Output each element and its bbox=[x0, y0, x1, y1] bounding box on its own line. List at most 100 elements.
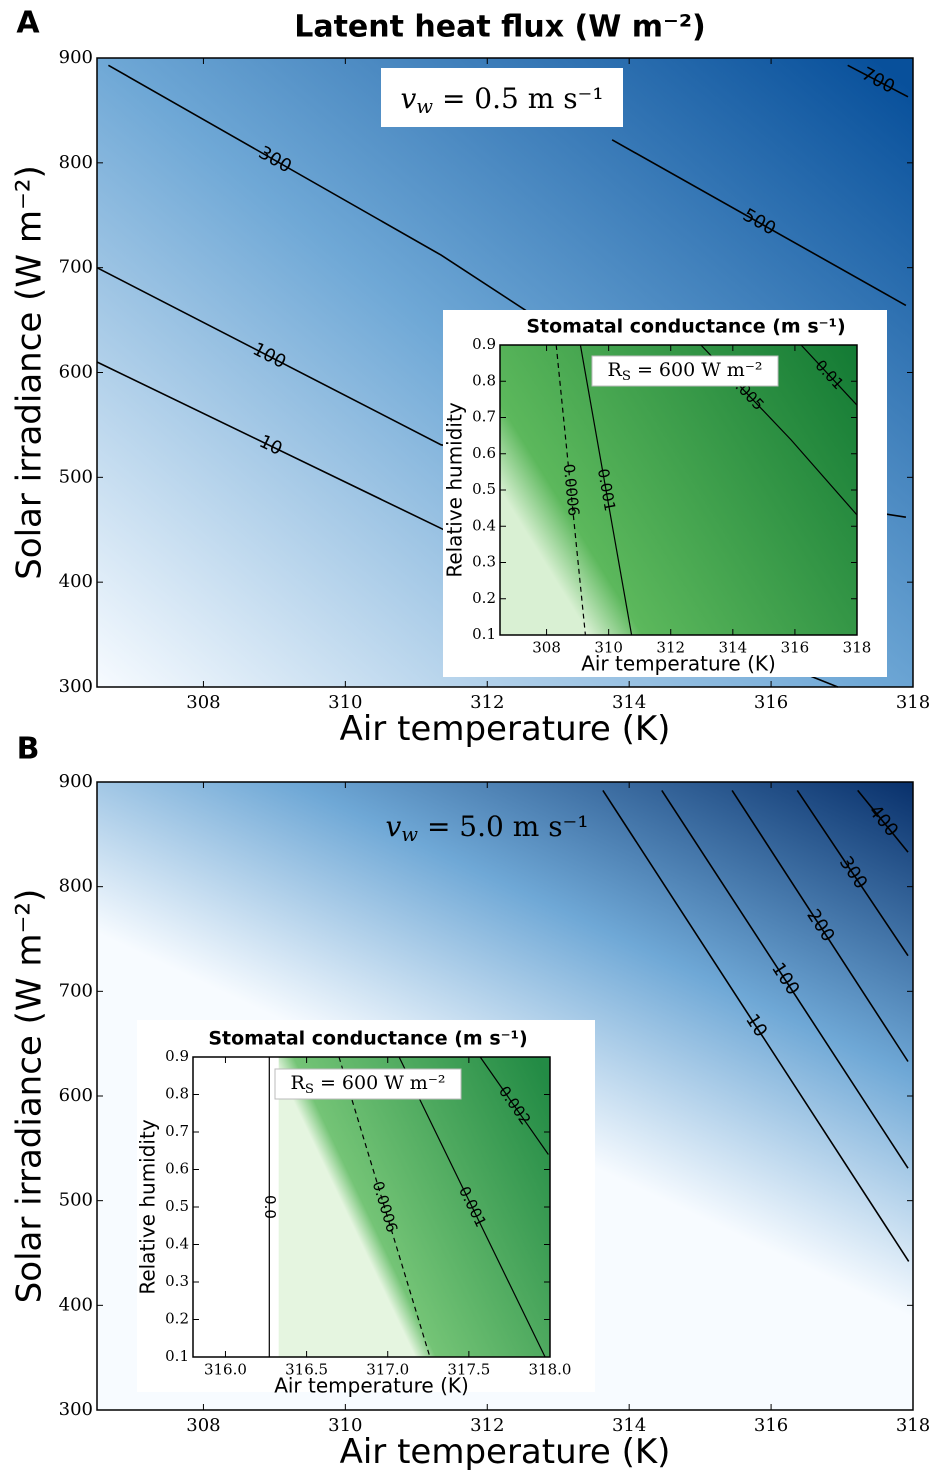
color-field bbox=[500, 345, 857, 635]
y-tick-label: 300 bbox=[59, 676, 93, 697]
annotation-text: = 600 W m⁻² bbox=[631, 359, 763, 381]
y-tick-label: 600 bbox=[59, 362, 93, 383]
x-tick-label: 318 bbox=[843, 639, 872, 657]
annotation-subscript: S bbox=[622, 368, 631, 383]
contour-line bbox=[555, 344, 586, 636]
x-tick-label: 314 bbox=[612, 692, 646, 713]
y-tick-label: 0.7 bbox=[165, 1122, 189, 1140]
x-tick-label: 316 bbox=[781, 639, 810, 657]
x-axis-label: Air temperature (K) bbox=[340, 709, 671, 749]
y-tick-label: 500 bbox=[59, 466, 93, 487]
annotation-box bbox=[381, 68, 623, 127]
contour-line bbox=[731, 789, 909, 1062]
y-tick-label: 800 bbox=[59, 152, 93, 173]
annotation-symbol: v bbox=[385, 810, 401, 843]
x-tick-label: 312 bbox=[656, 639, 685, 657]
y-tick-label: 0.8 bbox=[165, 1085, 189, 1103]
y-tick-label: 0.5 bbox=[472, 480, 496, 498]
x-tick-label: 318 bbox=[896, 692, 930, 713]
y-tick-label: 0.2 bbox=[472, 589, 496, 607]
chart-title: Stomatal conductance (m s⁻¹) bbox=[208, 1028, 527, 1050]
x-tick-label: 314 bbox=[719, 639, 748, 657]
contour-line bbox=[398, 1056, 546, 1358]
x-axis-label: Air temperature (K) bbox=[581, 652, 776, 676]
annotation: vw = 0.5 m s⁻¹ bbox=[400, 82, 603, 118]
y-tick-label: 0.9 bbox=[472, 335, 496, 353]
x-tick-label: 317.0 bbox=[366, 1361, 409, 1379]
x-tick-label: 308 bbox=[186, 692, 220, 713]
annotation-text: = 5.0 m s⁻¹ bbox=[418, 810, 589, 843]
x-tick-label: 318.0 bbox=[529, 1361, 572, 1379]
y-axis-label: Relative humidity bbox=[443, 402, 467, 577]
x-tick-label: 308 bbox=[532, 639, 561, 657]
y-axis-label: Relative humidity bbox=[136, 1119, 160, 1294]
annotation: RS = 600 W m⁻² bbox=[608, 359, 763, 383]
y-axis-label: Solar irradiance (W m⁻²) bbox=[10, 165, 50, 580]
annotation-subscript: S bbox=[305, 1081, 314, 1096]
x-axis-label: Air temperature (K) bbox=[340, 1432, 671, 1472]
contour-line bbox=[796, 789, 909, 957]
y-tick-label: 0.2 bbox=[165, 1310, 189, 1328]
annotation-text: = 600 W m⁻² bbox=[314, 1072, 446, 1094]
y-tick-label: 0.9 bbox=[165, 1047, 189, 1065]
y-tick-label: 500 bbox=[59, 1190, 93, 1211]
y-tick-label: 900 bbox=[59, 771, 93, 792]
contour-line bbox=[611, 139, 907, 307]
chart-title: Latent heat flux (W m⁻²) bbox=[294, 10, 706, 45]
contour-line bbox=[661, 789, 909, 1169]
y-tick-label: 400 bbox=[59, 1294, 93, 1315]
contour-line bbox=[857, 789, 909, 853]
y-tick-label: 900 bbox=[59, 47, 93, 68]
y-tick-label: 0.3 bbox=[165, 1272, 189, 1290]
y-tick-label: 400 bbox=[59, 571, 93, 592]
annotation-symbol: v bbox=[400, 82, 416, 115]
contour-label: 0.0 bbox=[261, 1195, 279, 1219]
x-tick-label: 310 bbox=[594, 639, 623, 657]
panel-letter: A bbox=[16, 6, 40, 41]
y-tick-label: 0.3 bbox=[472, 553, 496, 571]
x-tick-label: 308 bbox=[186, 1415, 220, 1436]
x-axis-label: Air temperature (K) bbox=[274, 1374, 469, 1398]
y-tick-label: 800 bbox=[59, 876, 93, 897]
y-tick-label: 700 bbox=[59, 257, 93, 278]
annotation-symbol: R bbox=[291, 1072, 306, 1094]
x-tick-label: 316 bbox=[754, 692, 788, 713]
x-tick-label: 314 bbox=[612, 1415, 646, 1436]
x-tick-label: 318 bbox=[896, 1415, 930, 1436]
chart-title: Stomatal conductance (m s⁻¹) bbox=[526, 316, 845, 338]
annotation: vw = 5.0 m s⁻¹ bbox=[385, 810, 588, 846]
y-axis-label: Solar irradiance (W m⁻²) bbox=[10, 889, 50, 1304]
x-tick-label: 317.5 bbox=[447, 1361, 490, 1379]
x-tick-label: 316 bbox=[754, 1415, 788, 1436]
y-tick-label: 0.7 bbox=[472, 408, 496, 426]
y-tick-label: 600 bbox=[59, 1085, 93, 1106]
annotation-box bbox=[274, 1068, 462, 1100]
annotation-box bbox=[591, 355, 779, 387]
y-tick-label: 0.5 bbox=[165, 1197, 189, 1215]
x-tick-label: 312 bbox=[470, 692, 504, 713]
x-tick-label: 310 bbox=[328, 1415, 362, 1436]
contour-line bbox=[847, 64, 909, 98]
x-tick-label: 312 bbox=[470, 1415, 504, 1436]
y-tick-label: 0.1 bbox=[165, 1347, 189, 1365]
y-tick-label: 300 bbox=[59, 1399, 93, 1420]
annotation-text: = 0.5 m s⁻¹ bbox=[433, 82, 604, 115]
x-tick-label: 316.0 bbox=[204, 1361, 247, 1379]
y-tick-label: 700 bbox=[59, 980, 93, 1001]
annotation-subscript: w bbox=[401, 823, 418, 846]
annotation: RS = 600 W m⁻² bbox=[291, 1072, 446, 1096]
contour-label: 0.0006 bbox=[560, 463, 583, 517]
y-tick-label: 0.8 bbox=[472, 371, 496, 389]
contour-line bbox=[602, 789, 910, 1262]
x-tick-label: 316.5 bbox=[285, 1361, 328, 1379]
contour-line bbox=[338, 1056, 431, 1358]
panel-letter: B bbox=[17, 732, 40, 767]
y-tick-label: 0.1 bbox=[472, 625, 496, 643]
y-tick-label: 0.4 bbox=[165, 1235, 189, 1253]
contour-line bbox=[800, 344, 858, 406]
annotation-symbol: R bbox=[608, 359, 623, 381]
x-tick-label: 310 bbox=[328, 692, 362, 713]
y-tick-label: 0.4 bbox=[472, 516, 496, 534]
y-tick-label: 0.6 bbox=[472, 444, 496, 462]
